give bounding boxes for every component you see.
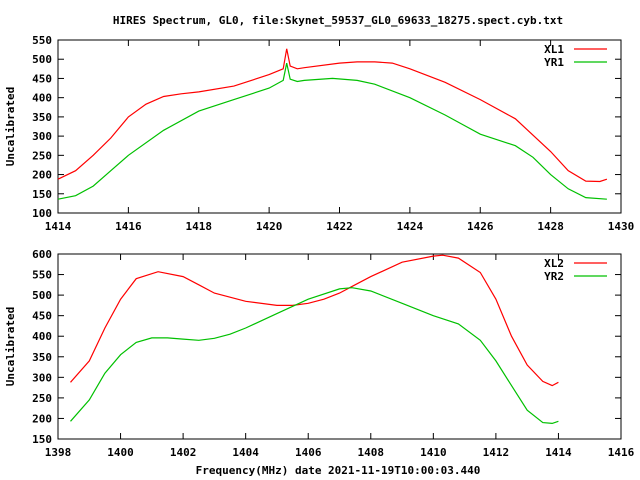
y-tick-label: 600 bbox=[32, 248, 52, 261]
y-tick-label: 450 bbox=[32, 310, 52, 323]
y-tick-label: 350 bbox=[32, 351, 52, 364]
x-tick-label: 1402 bbox=[170, 446, 197, 459]
x-tick-label: 1410 bbox=[420, 446, 447, 459]
plot-frame bbox=[57, 253, 622, 440]
y-tick-label: 300 bbox=[32, 130, 52, 143]
x-tick-label: 1428 bbox=[537, 220, 564, 233]
x-tick-label: 1420 bbox=[256, 220, 283, 233]
series-yr2-line bbox=[70, 287, 559, 425]
plot-frame bbox=[57, 39, 622, 214]
y-tick-label: 550 bbox=[32, 34, 52, 47]
y-tick-label: 200 bbox=[32, 169, 52, 182]
x-tick-label: 1416 bbox=[115, 220, 142, 233]
y-tick-label: 400 bbox=[32, 330, 52, 343]
y-tick-label: 350 bbox=[32, 111, 52, 124]
x-axis-label: Frequency(MHz) date 2021-11-19T10:00:03.… bbox=[196, 464, 481, 477]
y-tick-label: 200 bbox=[32, 412, 52, 425]
y-tick-label: 500 bbox=[32, 53, 52, 66]
x-tick-label: 1414 bbox=[545, 446, 572, 459]
x-tick-label: 1398 bbox=[45, 446, 72, 459]
plot-1: 100 150 200 250 300 350 400 450 500 550 1414 1416 14… bbox=[4, 34, 634, 233]
y-tick-label: 500 bbox=[32, 289, 52, 302]
series-xl2-line bbox=[70, 254, 559, 387]
y-tick-label: 250 bbox=[32, 392, 52, 405]
legend-label: XL2 bbox=[544, 257, 564, 270]
y-tick-label: 150 bbox=[32, 188, 52, 201]
x-tick-label: 1414 bbox=[45, 220, 72, 233]
y-tick-label: 150 bbox=[32, 433, 52, 446]
x-tick-label: 1406 bbox=[295, 446, 322, 459]
y-axis-label: Uncalibrated bbox=[4, 87, 17, 166]
y-tick-label: 300 bbox=[32, 371, 52, 384]
legend-label: XL1 bbox=[544, 43, 564, 56]
x-tick-label: 1422 bbox=[326, 220, 353, 233]
x-tick-label: 1400 bbox=[107, 446, 134, 459]
series-yr1-line bbox=[57, 62, 607, 200]
y-tick-label: 250 bbox=[32, 149, 52, 162]
y-tick-label: 400 bbox=[32, 92, 52, 105]
x-tick-label: 1424 bbox=[397, 220, 424, 233]
x-tick-label: 1408 bbox=[358, 446, 385, 459]
x-tick-label: 1430 bbox=[608, 220, 635, 233]
chart-title: HIRES Spectrum, GL0, file:Skynet_59537_G… bbox=[113, 14, 563, 27]
x-tick-label: 1418 bbox=[186, 220, 213, 233]
y-axis-label: Uncalibrated bbox=[4, 307, 17, 386]
y-tick-label: 550 bbox=[32, 269, 52, 282]
legend-label: YR2 bbox=[544, 270, 564, 283]
x-tick-label: 1426 bbox=[467, 220, 494, 233]
x-tick-label: 1412 bbox=[483, 446, 510, 459]
plot-2: 150 200 250 300 350 400 450 500 550 600 1398 1400 14… bbox=[4, 248, 635, 459]
y-tick-label: 100 bbox=[32, 207, 52, 220]
series-xl1-line bbox=[57, 48, 608, 183]
y-tick-label: 450 bbox=[32, 72, 52, 85]
x-tick-label: 1416 bbox=[608, 446, 635, 459]
legend-label: YR1 bbox=[544, 56, 564, 69]
x-tick-label: 1404 bbox=[232, 446, 259, 459]
